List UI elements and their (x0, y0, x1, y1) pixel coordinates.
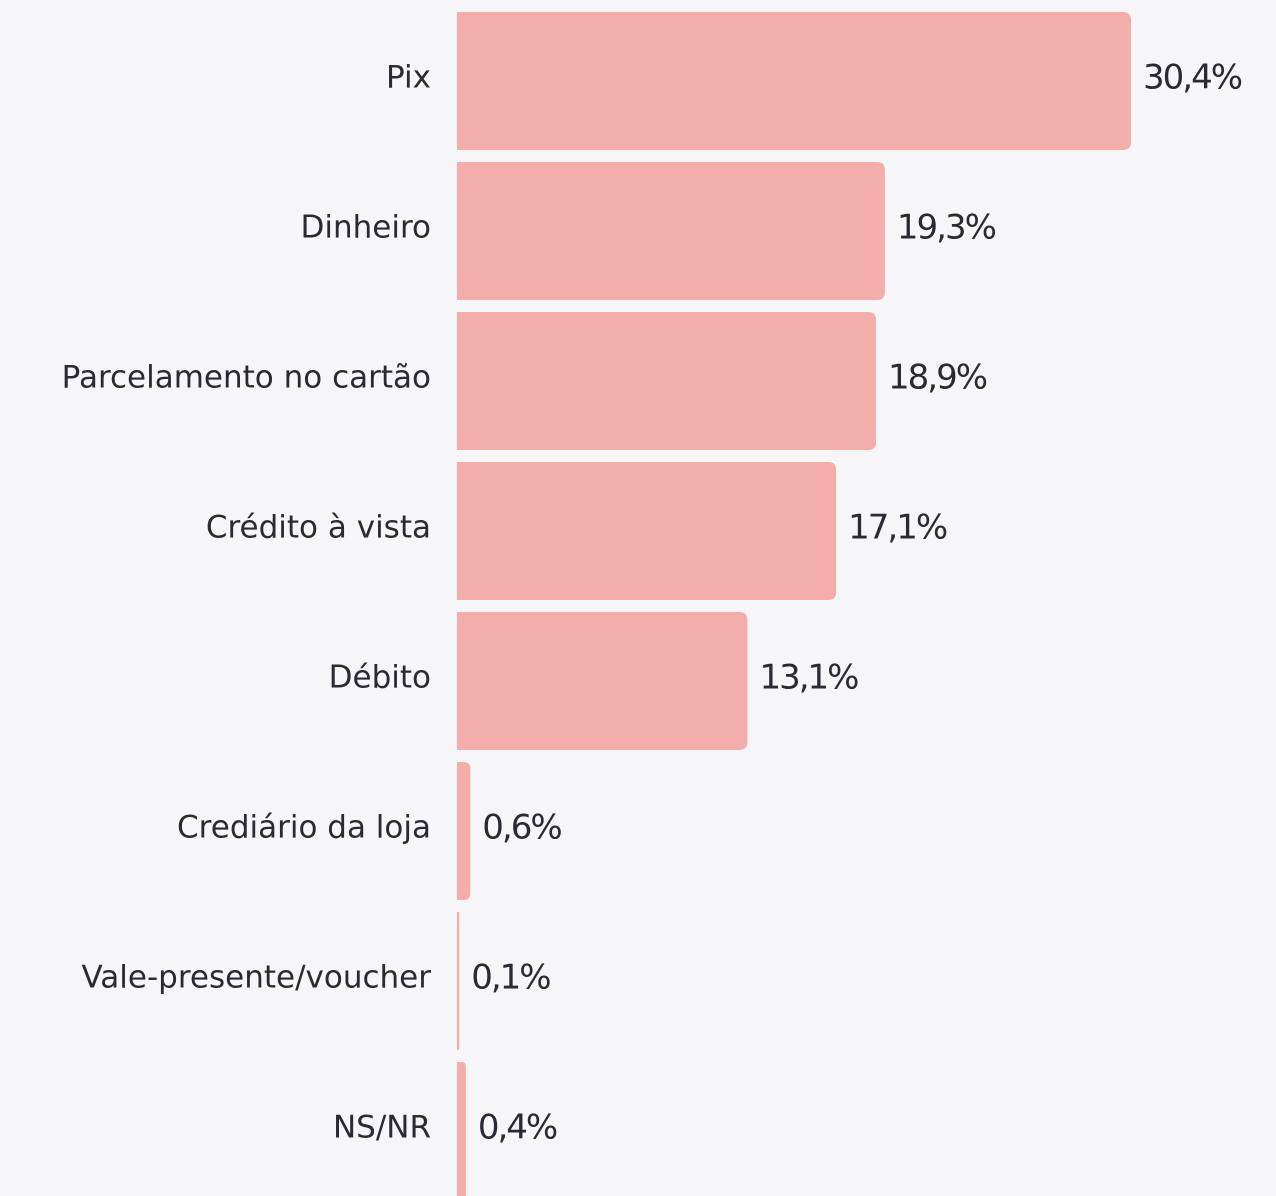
category-label: Parcelamento no cartão (62, 360, 431, 396)
category-label: NS/NR (333, 1110, 431, 1146)
category-label: Pix (386, 60, 431, 96)
bar (457, 612, 748, 750)
bar (457, 12, 1131, 150)
value-label: 30,4% (1143, 58, 1242, 98)
bar (457, 1062, 466, 1196)
value-label: 0,1% (471, 958, 550, 998)
bar (457, 912, 460, 1050)
category-label: Crédito à vista (206, 510, 431, 546)
value-label: 17,1% (848, 508, 947, 548)
category-label: Débito (329, 660, 431, 696)
value-label: 19,3% (897, 208, 996, 248)
bar (457, 462, 837, 600)
value-label: 18,9% (888, 358, 987, 398)
category-label: Crediário da loja (177, 810, 431, 846)
value-label: 0,4% (478, 1108, 557, 1148)
bar (457, 162, 885, 300)
bar (457, 312, 877, 450)
value-label: 13,1% (759, 658, 858, 698)
value-label: 0,6% (482, 808, 561, 848)
category-label: Vale-presente/voucher (82, 960, 432, 996)
bar (457, 762, 471, 900)
category-label: Dinheiro (301, 210, 432, 246)
